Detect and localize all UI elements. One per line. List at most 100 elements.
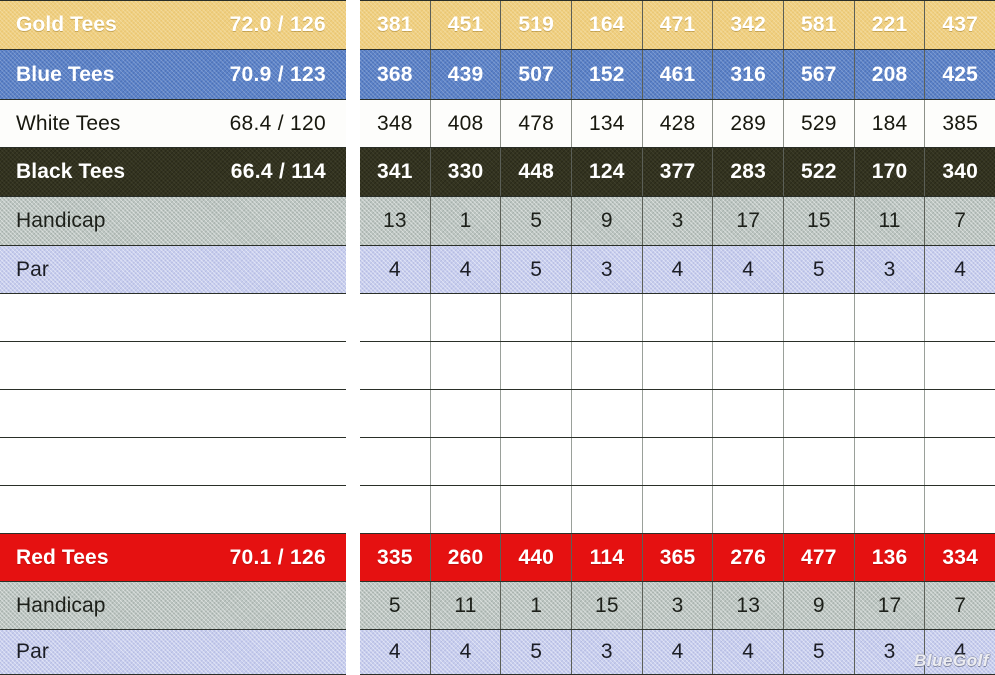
cell-red-tees-hole-1: 335: [360, 534, 431, 581]
cell-blank-row-3-hole-9[interactable]: [925, 390, 995, 437]
cell-gold-tees-hole-3: 519: [501, 1, 573, 49]
cell-blank-row-5-hole-7[interactable]: [784, 486, 855, 533]
cell-group-gold-tees: 381 451 519 164 471 342 581 221 437: [360, 1, 995, 49]
cell-group-handicap-mens: 13 1 5 9 3 17 15 11 7: [360, 197, 995, 245]
cell-par-womens-hole-9: 4: [954, 640, 967, 663]
tee-rating-slope-blue-tees: 70.9 / 123: [229, 62, 326, 86]
cell-blank-row-4-hole-5[interactable]: [643, 438, 714, 485]
cell-blank-row-2-hole-5[interactable]: [643, 342, 714, 389]
cell-par-womens-hole-7: 5: [784, 630, 855, 674]
cell-blank-row-4-hole-3[interactable]: [501, 438, 573, 485]
cell-gold-tees-hole-8: 221: [855, 1, 926, 49]
cell-par-mens-hole-5: 4: [643, 246, 714, 293]
cell-black-tees-hole-8: 170: [855, 148, 926, 196]
cell-red-tees-hole-8: 136: [855, 534, 926, 581]
cell-handicap-womens-hole-2: 11: [431, 582, 502, 629]
cell-blank-row-5-hole-8[interactable]: [855, 486, 926, 533]
tee-row-handicap-womens: Handicap: [0, 582, 346, 630]
cell-blue-tees-hole-9: 425: [942, 62, 979, 86]
cell-blank-row-3-hole-8[interactable]: [855, 390, 926, 437]
cell-blue-tees-hole-8: 208: [855, 50, 926, 99]
yardage-row-blue-tees: 368 439 507 152 461 316 567 208 425: [360, 50, 995, 100]
cell-black-tees-hole-2: 330: [431, 148, 502, 196]
cell-blank-row-3-hole-5[interactable]: [643, 390, 714, 437]
tee-row-black-tees: Black Tees 66.4 / 114: [0, 148, 346, 197]
cell-blank-row-5-hole-1[interactable]: [360, 486, 431, 533]
yardage-row-blank-row-3: [360, 390, 995, 438]
cell-blank-row-5-hole-4[interactable]: [572, 486, 643, 533]
cell-blank-row-5-hole-6[interactable]: [713, 486, 785, 533]
cell-par-mens-hole-4: 3: [572, 246, 643, 293]
cell-blank-row-3-hole-2[interactable]: [431, 390, 502, 437]
tee-label-panel: Gold Tees 72.0 / 126 Blue Tees 70.9 / 123 Wh…: [0, 0, 348, 675]
cell-blank-row-2-hole-4[interactable]: [572, 342, 643, 389]
panel-gutter: [348, 0, 360, 675]
cell-blank-row-2-hole-7[interactable]: [784, 342, 855, 389]
cell-blank-row-1-hole-1[interactable]: [360, 294, 431, 341]
cell-blank-row-2-hole-3[interactable]: [501, 342, 573, 389]
tee-label-white-tees: White Tees: [16, 111, 121, 135]
cell-par-womens-hole-8: 3: [855, 630, 926, 674]
cell-blank-row-5-hole-2[interactable]: [431, 486, 502, 533]
cell-blank-row-1-hole-7[interactable]: [784, 294, 855, 341]
tee-label-par-womens: Par: [16, 640, 49, 663]
cell-blank-row-2-hole-8[interactable]: [855, 342, 926, 389]
cell-blank-row-3-hole-4[interactable]: [572, 390, 643, 437]
cell-blank-row-4-hole-1[interactable]: [360, 438, 431, 485]
cell-blank-row-4-hole-7[interactable]: [784, 438, 855, 485]
cell-gold-tees-hole-9: 437: [942, 13, 979, 36]
cell-par-womens-hole-4: 3: [572, 630, 643, 674]
tee-rating-slope-gold-tees: 72.0 / 126: [229, 13, 326, 36]
cell-blank-row-3-hole-7[interactable]: [784, 390, 855, 437]
cell-blank-row-1-hole-9[interactable]: [925, 294, 995, 341]
cell-blank-row-4-hole-4[interactable]: [572, 438, 643, 485]
cell-group-red-tees: 335 260 440 114 365 276 477 136 334: [360, 534, 995, 581]
cell-blank-row-2-hole-9[interactable]: [925, 342, 995, 389]
cell-group-blank-row-5: [360, 486, 995, 533]
hole-yardage-grid: 381 451 519 164 471 342 581 221 437 368 439 507 152 4…: [360, 0, 995, 675]
tee-label-gold-tees: Gold Tees: [16, 13, 117, 36]
cell-blank-row-1-hole-2[interactable]: [431, 294, 502, 341]
cell-handicap-womens-hole-9: 7: [954, 593, 967, 617]
cell-blank-row-2-hole-6[interactable]: [713, 342, 785, 389]
cell-group-blank-row-2: [360, 342, 995, 389]
cell-blank-row-4-hole-9[interactable]: [925, 438, 995, 485]
tee-label-par-mens: Par: [16, 257, 49, 281]
tee-row-white-tees: White Tees 68.4 / 120: [0, 100, 346, 148]
cell-handicap-mens-hole-9: 7: [954, 209, 967, 232]
cell-blank-row-5-hole-5[interactable]: [643, 486, 714, 533]
cell-black-tees-hole-5: 377: [643, 148, 714, 196]
cell-blank-row-3-hole-1[interactable]: [360, 390, 431, 437]
cell-blank-row-4-hole-6[interactable]: [713, 438, 785, 485]
cell-gold-tees-hole-1: 381: [360, 1, 431, 49]
cell-blank-row-5-hole-3[interactable]: [501, 486, 573, 533]
cell-blank-row-3-hole-6[interactable]: [713, 390, 785, 437]
cell-blank-row-4-hole-2[interactable]: [431, 438, 502, 485]
cell-blank-row-2-hole-2[interactable]: [431, 342, 502, 389]
cell-blank-row-2-hole-1[interactable]: [360, 342, 431, 389]
cell-blank-row-1-hole-6[interactable]: [713, 294, 785, 341]
tee-row-par-womens: Par: [0, 630, 346, 675]
cell-blank-row-1-hole-8[interactable]: [855, 294, 926, 341]
cell-blank-row-3-hole-3[interactable]: [501, 390, 573, 437]
cell-blank-row-1-hole-3[interactable]: [501, 294, 573, 341]
cell-blank-row-5-hole-9[interactable]: [925, 486, 995, 533]
cell-red-tees-hole-2: 260: [431, 534, 502, 581]
cell-par-mens-hole-1: 4: [360, 246, 431, 293]
cell-black-tees-hole-1: 341: [360, 148, 431, 196]
cell-handicap-womens-hole-6: 13: [713, 582, 785, 629]
cell-par-mens-hole-6: 4: [713, 246, 785, 293]
cell-white-tees-hole-4: 134: [572, 100, 643, 147]
cell-blank-row-1-hole-5[interactable]: [643, 294, 714, 341]
cell-handicap-womens-hole-1: 5: [360, 582, 431, 629]
cell-red-tees-hole-6: 276: [713, 534, 785, 581]
cell-handicap-mens-hole-2: 1: [431, 197, 502, 245]
cell-handicap-womens-hole-8: 17: [855, 582, 926, 629]
cell-blank-row-1-hole-4[interactable]: [572, 294, 643, 341]
tee-row-par-mens: Par: [0, 246, 346, 294]
cell-blank-row-4-hole-8[interactable]: [855, 438, 926, 485]
cell-blue-tees-hole-7: 567: [784, 50, 855, 99]
